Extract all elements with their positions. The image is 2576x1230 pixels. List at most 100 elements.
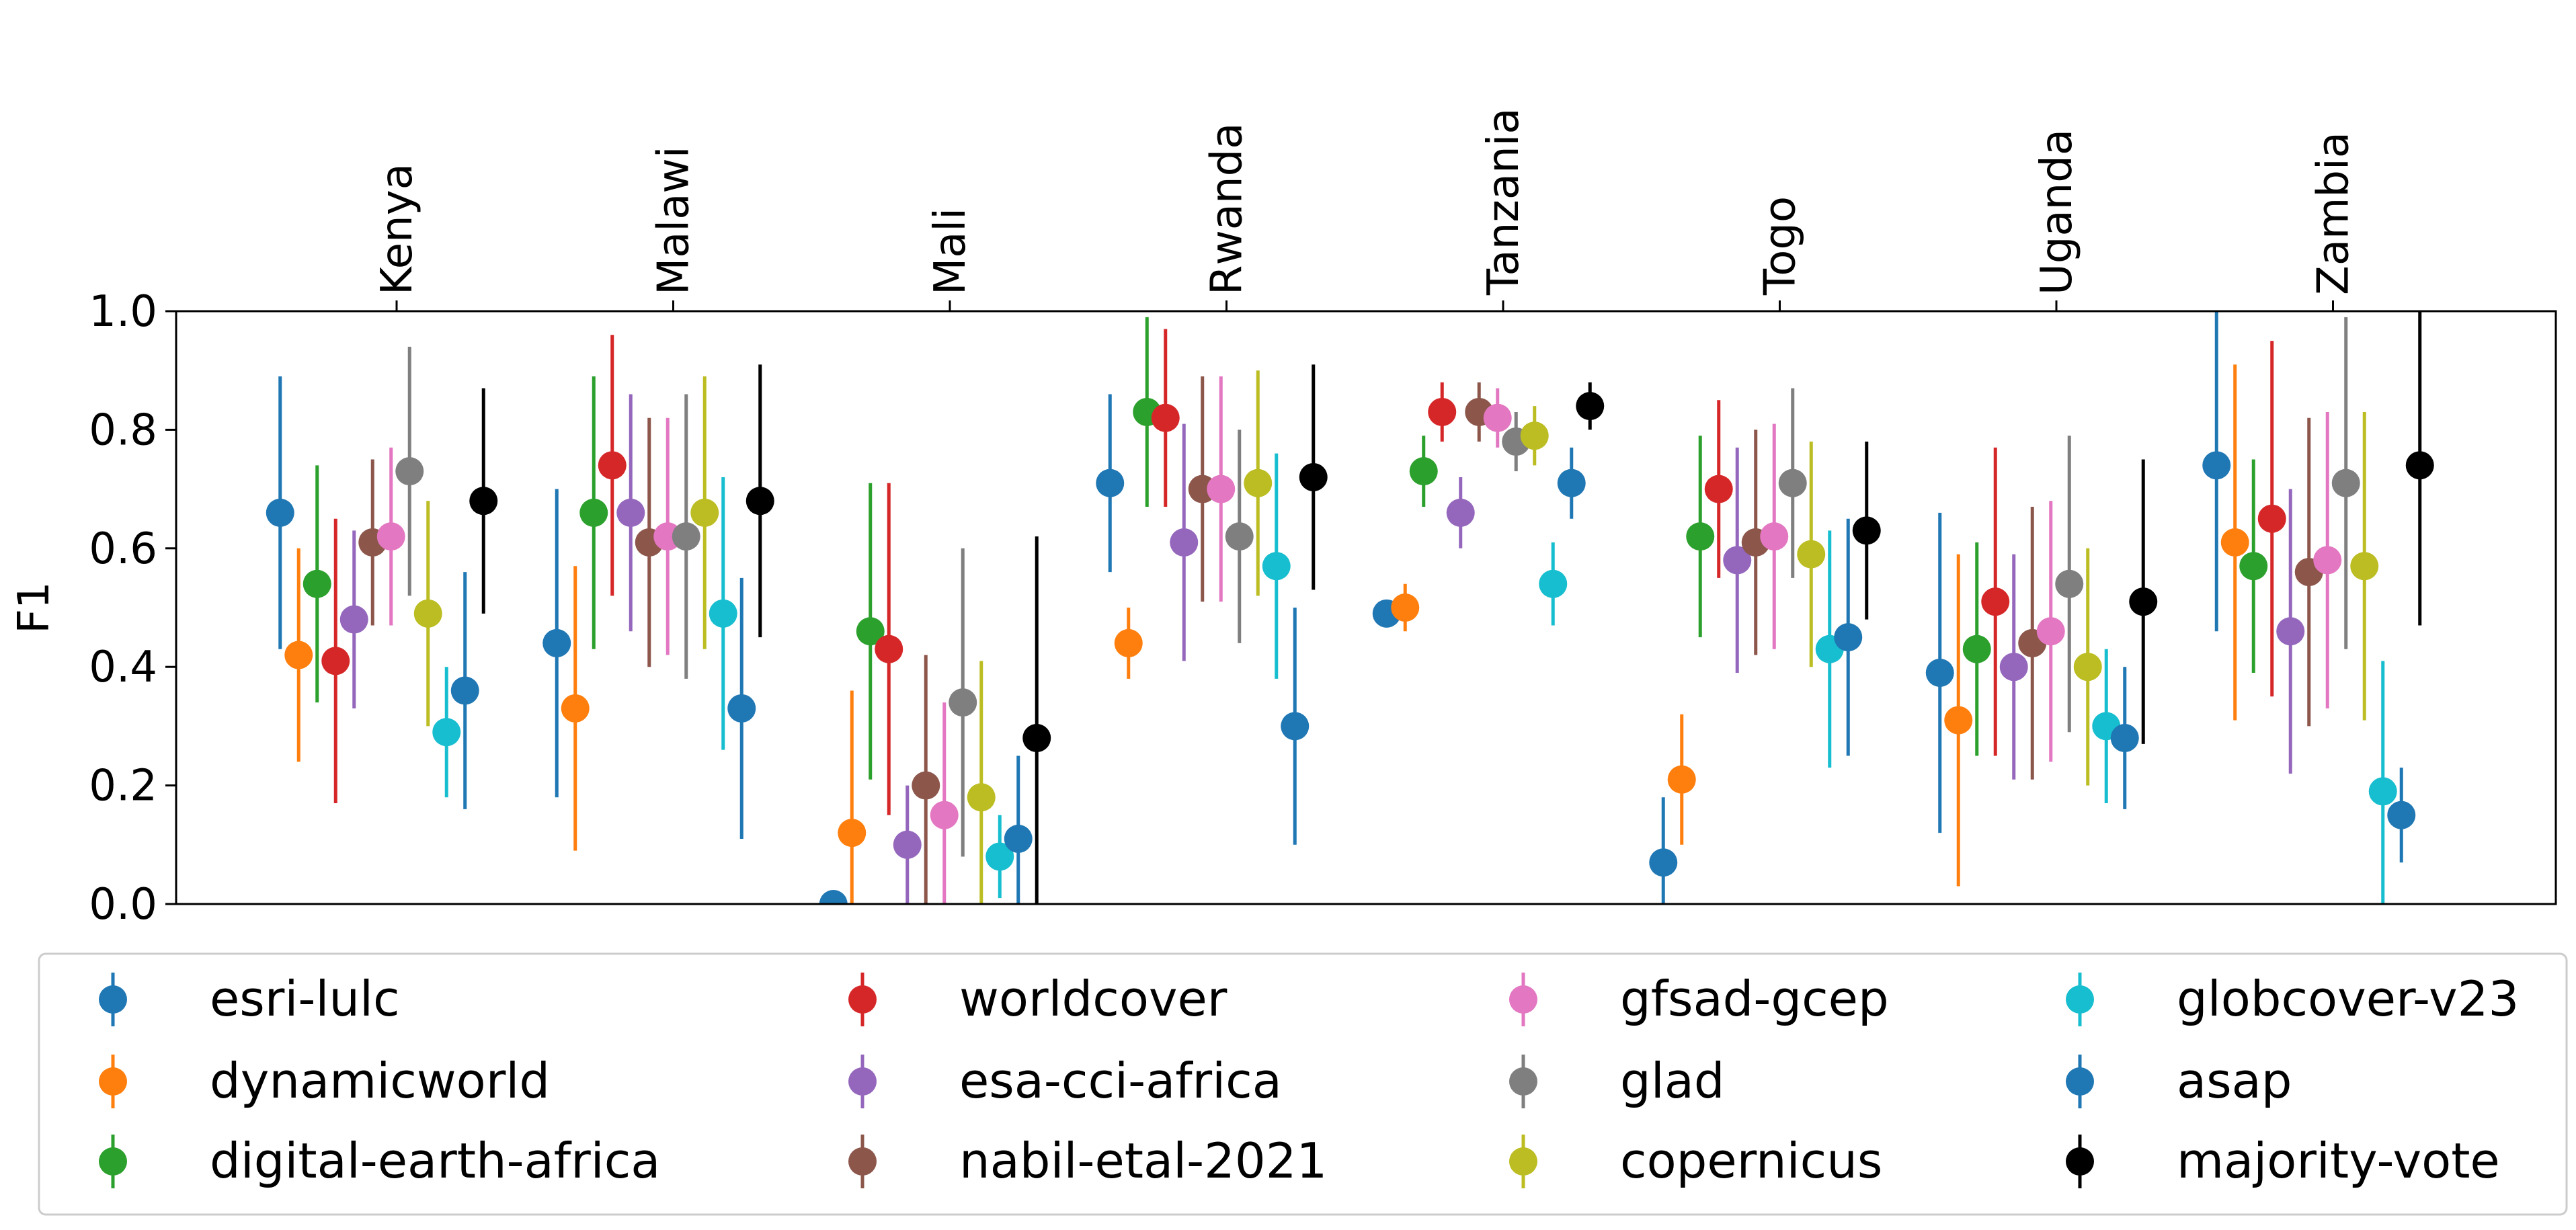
category-label: Mali [926,208,975,295]
data-point [1114,628,1143,657]
data-point [1944,706,1973,735]
data-point [1299,462,1328,491]
series-digital-earth-africa [303,317,2268,780]
x-axis-top: Kenya Malawi Mali Rwanda Tanzania Togo Uganda Z… [372,108,2359,311]
data-point [1834,623,1863,652]
y-axis: 0.0 0.2 0.4 0.6 0.8 1.0 [89,287,176,930]
data-point [1649,848,1678,877]
legend-item: glad [1509,1053,1725,1109]
legend-item: nabil-etal-2021 [848,1133,1327,1189]
data-point [2110,724,2139,753]
data-point [819,890,848,904]
data-point [376,522,405,551]
data-point [746,487,774,516]
data-point [1667,765,1696,794]
series-nabil-etal-2021 [358,376,2323,904]
data-point [2036,617,2065,646]
data-point [1225,522,1254,551]
data-point [1557,468,1586,497]
legend-label: esa-cci-africa [959,1053,1282,1109]
y-tick-label: 0.2 [89,762,157,811]
data-point [838,819,867,848]
data-point [2405,451,2434,480]
legend-marker [1509,985,1537,1014]
legend: esri-lulc dynamicworld digital-earth-afric… [38,952,2568,1216]
category-label: Uganda [2032,129,2082,295]
data-point [2055,569,2084,598]
category-label: Zambia [2309,132,2359,295]
data-point [2331,468,2360,497]
legend-label: glad [1620,1053,1725,1109]
data-point [321,647,350,675]
data-point [1096,468,1125,497]
y-tick-label: 1.0 [89,287,157,337]
data-point [1925,659,1954,688]
data-point [709,599,737,628]
legend-box [38,952,2568,1216]
data-point [1207,475,1236,503]
series-esri-lulc [266,311,2231,904]
data-point [1004,824,1033,853]
data-point [930,801,959,829]
series-group [266,311,2434,904]
chart-marks [266,311,2434,904]
data-point [2387,801,2416,829]
data-point [690,498,719,527]
data-point [1704,475,1733,503]
data-point [1778,468,1807,497]
legend-label: gfsad-gcep [1620,971,1889,1027]
data-point [2350,552,2379,581]
data-point [1244,468,1273,497]
data-point [2276,617,2305,646]
data-point [339,605,368,634]
series-copernicus [413,370,2379,904]
data-point [542,628,571,657]
data-point [875,634,903,663]
data-point [450,676,479,705]
data-point [1760,522,1789,551]
y-tick-label: 0.0 [89,880,157,930]
data-point [1999,653,2028,682]
series-globcover-v23 [432,453,2397,904]
legend-marker [2066,1067,2094,1096]
data-point [266,498,294,527]
data-point [395,457,424,486]
data-point [967,783,996,812]
legend-label: esri-lulc [210,971,400,1027]
data-point [1797,540,1826,569]
data-point [1262,552,1291,581]
y-axis-label: F1 [9,581,59,634]
data-point [856,617,885,646]
data-point [1446,498,1475,527]
data-point [1022,724,1051,753]
data-point [2073,653,2102,682]
series-dynamicworld [284,364,2249,904]
data-point [1852,516,1881,545]
data-point [2220,528,2249,557]
series-majority-vote [469,311,2434,904]
category-label: Tanzania [1479,108,1529,296]
category-label: Togo [1756,196,1806,296]
y-tick-label: 0.4 [89,643,157,692]
legend-marker [99,1067,127,1096]
category-label: Malawi [649,146,699,295]
category-label: Rwanda [1203,123,1252,295]
data-point [727,694,756,723]
y-tick-label: 0.6 [89,524,157,574]
data-point [2368,777,2397,806]
series-glad [395,317,2360,857]
data-point [2202,451,2231,480]
legend-item: esa-cci-africa [848,1053,1282,1109]
data-point [985,842,1014,871]
series-gfsad-gcep [376,376,2342,904]
data-point [1281,712,1310,741]
data-point [893,830,922,859]
legend-item: dynamicworld [99,1053,550,1109]
series-esa-cci-africa [339,394,2305,904]
data-point [1539,569,1568,598]
legend-label: dynamicworld [210,1053,550,1109]
data-point [2313,546,2342,575]
data-point [561,694,590,723]
data-point [1576,392,1605,421]
